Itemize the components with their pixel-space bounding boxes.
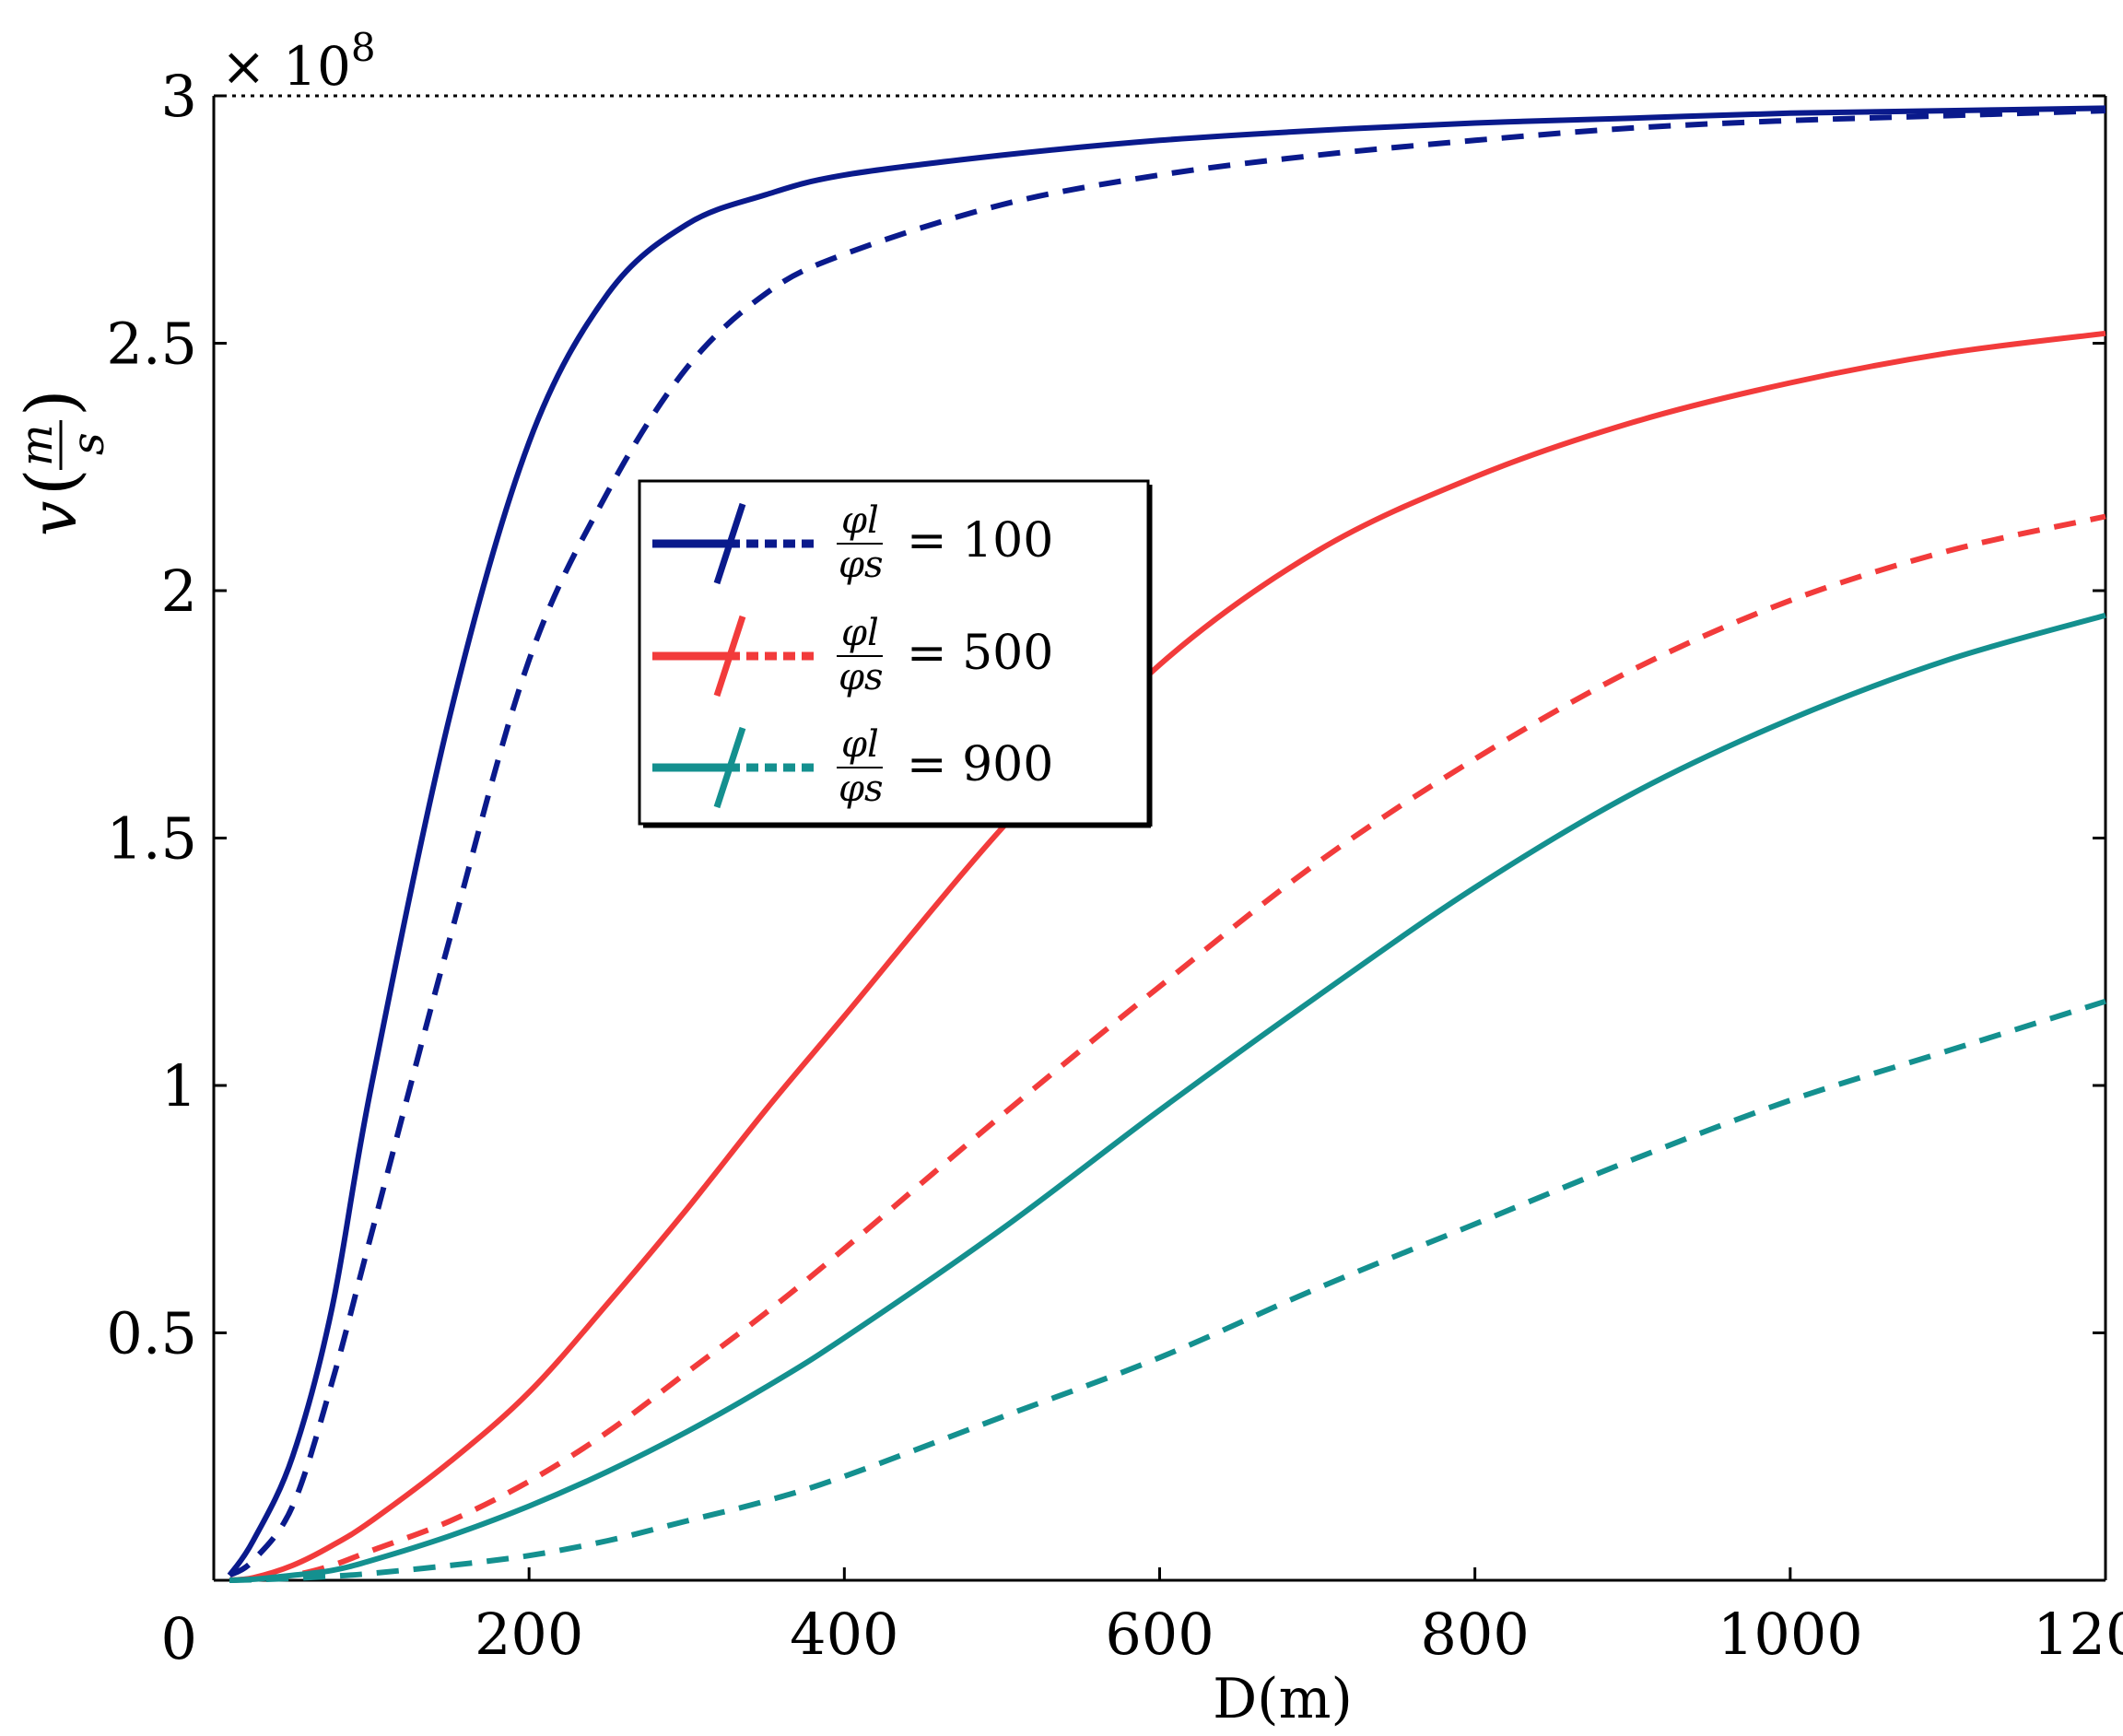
svg-text:(: ( (10, 468, 92, 496)
series-line-900-dashed (229, 998, 2106, 1583)
svg-text:): ) (10, 389, 92, 416)
svg-text:v: v (18, 501, 91, 536)
series-line-100-dashed (228, 108, 2106, 1578)
y-tick-label: 1 (161, 1052, 197, 1120)
x-tick-label: 400 (790, 1601, 898, 1668)
y-tick-label: 0.5 (106, 1300, 197, 1367)
y-ticks: 0 0.5 1 1.5 2 2.5 3 (106, 63, 2105, 1672)
svg-text:= 100: = 100 (907, 513, 1053, 569)
x-tick-label: 600 (1105, 1601, 1214, 1668)
svg-text:× 108: × 108 (221, 25, 376, 98)
y-tick-label: 0 (161, 1605, 197, 1672)
x-tick-label: 200 (475, 1601, 583, 1668)
y-tick-label: 2 (161, 557, 197, 625)
svg-text:φs: φs (839, 768, 884, 810)
series-line-500-dashed (229, 513, 2106, 1583)
y-tick-label: 1.5 (106, 805, 197, 873)
svg-text:φs: φs (839, 656, 884, 698)
legend-entry-100: φl φs = 100 (652, 499, 1053, 586)
svg-text:φl: φl (841, 499, 879, 542)
svg-text:= 900: = 900 (907, 737, 1053, 792)
series-line-100-solid (227, 105, 2106, 1578)
svg-text:φl: φl (841, 612, 879, 654)
legend-entry-900: φl φs = 900 (652, 723, 1053, 810)
svg-text:m: m (11, 424, 63, 466)
series-line-500-solid (229, 330, 2106, 1583)
y-tick-label: 3 (161, 63, 197, 130)
svg-text:φl: φl (841, 723, 879, 766)
series-layer (227, 105, 2106, 1583)
y-axis-label: v ( m s ) (10, 389, 114, 536)
svg-text:= 500: = 500 (907, 626, 1053, 681)
x-tick-label: 1200 (2033, 1601, 2123, 1668)
y-multiplier: × 108 (221, 25, 376, 98)
svg-text:φs: φs (839, 544, 884, 586)
x-ticks: 200 400 600 800 1000 1200 (212, 1567, 2123, 1668)
x-axis-label: D(m) (1213, 1667, 1353, 1731)
legend-entry-500: φl φs = 500 (652, 612, 1053, 698)
svg-text:s: s (63, 432, 114, 455)
legend: φl φs = 100 φl φs = 500 φl φs = 900 (638, 479, 1153, 828)
x-tick-label: 800 (1420, 1601, 1529, 1668)
y-tick-label: 2.5 (106, 311, 197, 378)
x-tick-label: 1000 (1718, 1601, 1863, 1668)
series-line-900-solid (229, 612, 2106, 1583)
